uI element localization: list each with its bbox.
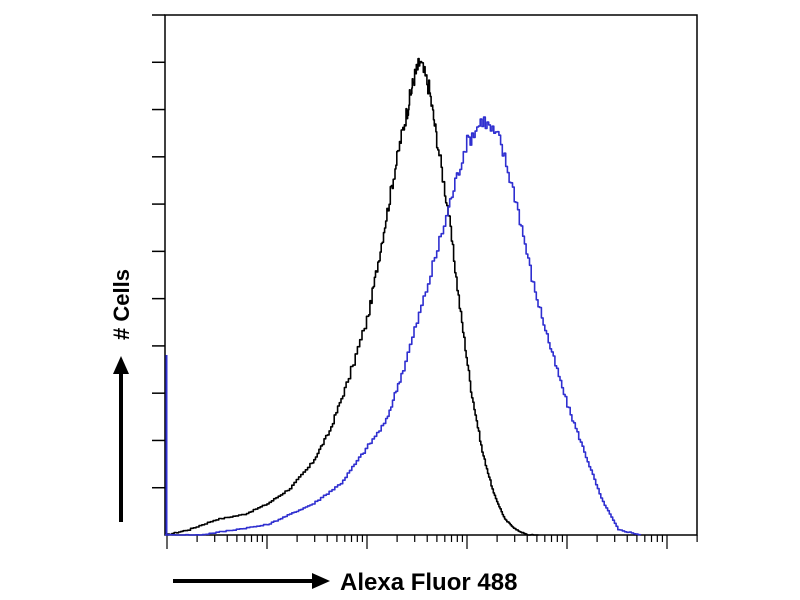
- x-axis-ticks: [166, 535, 698, 549]
- series-line-2: [165, 116, 642, 536]
- plot-border: [164, 14, 698, 536]
- x-axis-arrow: [173, 573, 330, 589]
- series-lines: [165, 57, 642, 536]
- x-axis-label: Alexa Fluor 488: [340, 569, 517, 596]
- y-axis-arrow: [113, 356, 129, 522]
- y-axis-label: # Cells: [109, 269, 134, 340]
- series-line-1: [165, 57, 539, 536]
- y-axis-ticks: [152, 14, 165, 489]
- plot-frame: [164, 14, 698, 536]
